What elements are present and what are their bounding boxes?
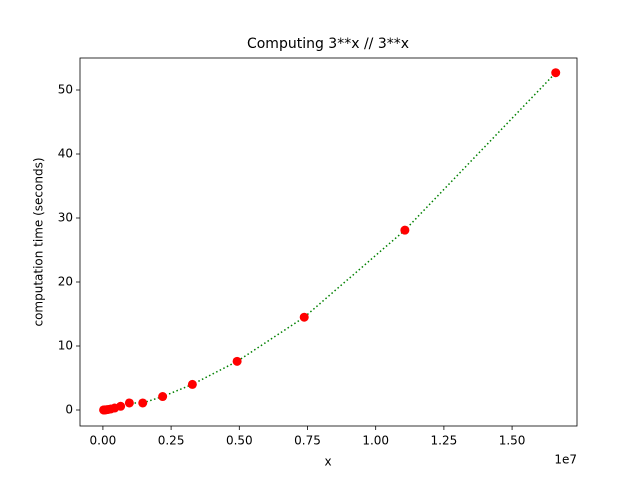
- x-tick-label: 0.00: [90, 434, 117, 448]
- series-line: [103, 72, 557, 411]
- chart-title: Computing 3**x // 3**x: [247, 36, 409, 52]
- data-point: [116, 401, 126, 411]
- x-tick-label: 0.50: [226, 434, 253, 448]
- data-point: [138, 398, 148, 408]
- data-point: [232, 356, 242, 366]
- data-point: [187, 379, 197, 389]
- x-tick-label: 1.00: [362, 434, 389, 448]
- x-tick-label: 1.25: [431, 434, 458, 448]
- x-tick-label: 1.50: [499, 434, 526, 448]
- y-tick-label: 30: [58, 211, 73, 225]
- x-tick-label: 0.75: [294, 434, 321, 448]
- axes-frame: [79, 57, 578, 427]
- x-offset-label: 1e7: [554, 453, 577, 467]
- data-point: [124, 398, 134, 408]
- data-point: [299, 312, 309, 322]
- x-axis-label: x: [324, 455, 331, 469]
- y-tick-label: 50: [58, 83, 73, 97]
- y-tick-label: 20: [58, 275, 73, 289]
- y-tick-label: 0: [65, 403, 73, 417]
- data-point: [158, 392, 168, 402]
- x-tick-label: 0.25: [158, 434, 185, 448]
- data-point: [400, 225, 410, 235]
- data-point: [551, 68, 561, 78]
- y-tick-label: 10: [58, 339, 73, 353]
- y-axis-label: computation time (seconds): [32, 157, 46, 326]
- y-tick-label: 40: [58, 147, 73, 161]
